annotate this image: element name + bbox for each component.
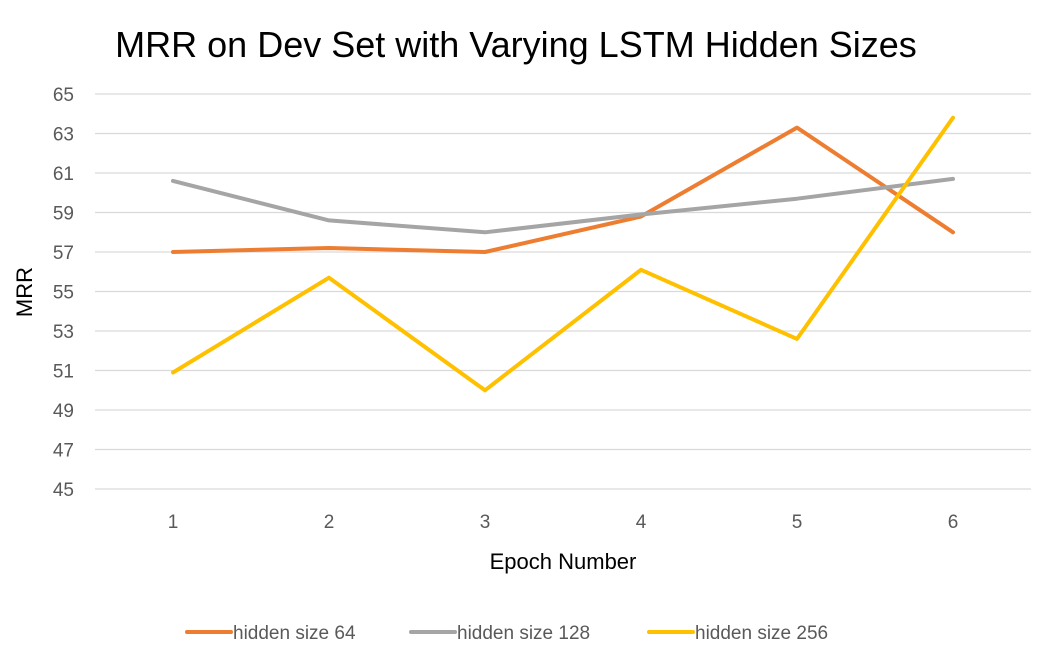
series-line [171, 115, 955, 393]
y-axis-label: MRR [12, 267, 37, 317]
series-lines [171, 115, 955, 393]
y-tick-label: 59 [53, 204, 74, 225]
y-tick-label: 61 [53, 164, 74, 185]
x-tick-label: 4 [636, 512, 647, 533]
x-axis-ticks: 1 2 3 4 5 6 [168, 512, 959, 533]
x-tick-label: 5 [792, 512, 803, 533]
y-tick-label: 49 [53, 401, 74, 422]
gridlines [95, 93, 1031, 490]
x-tick-label: 6 [948, 512, 959, 533]
x-tick-label: 1 [168, 512, 179, 533]
series-line [171, 125, 955, 254]
y-tick-label: 45 [53, 480, 74, 501]
y-tick-label: 65 [53, 85, 74, 106]
y-tick-label: 55 [53, 283, 74, 304]
legend-label: hidden size 64 [233, 623, 356, 644]
series-line [171, 176, 955, 235]
x-axis-label: Epoch Number [490, 549, 637, 574]
x-tick-label: 2 [324, 512, 335, 533]
y-tick-label: 57 [53, 243, 74, 264]
legend-label: hidden size 128 [457, 623, 590, 644]
y-tick-label: 47 [53, 441, 74, 462]
x-tick-label: 3 [480, 512, 491, 533]
legend-label: hidden size 256 [695, 623, 828, 644]
y-tick-label: 63 [53, 125, 74, 146]
chart-title: MRR on Dev Set with Varying LSTM Hidden … [115, 24, 917, 65]
legend: hidden size 64 hidden size 128 hidden size… [185, 623, 828, 644]
y-tick-label: 51 [53, 362, 74, 383]
y-axis-ticks: 45 47 49 51 53 55 57 59 61 63 65 [53, 85, 74, 501]
y-tick-label: 53 [53, 322, 74, 343]
